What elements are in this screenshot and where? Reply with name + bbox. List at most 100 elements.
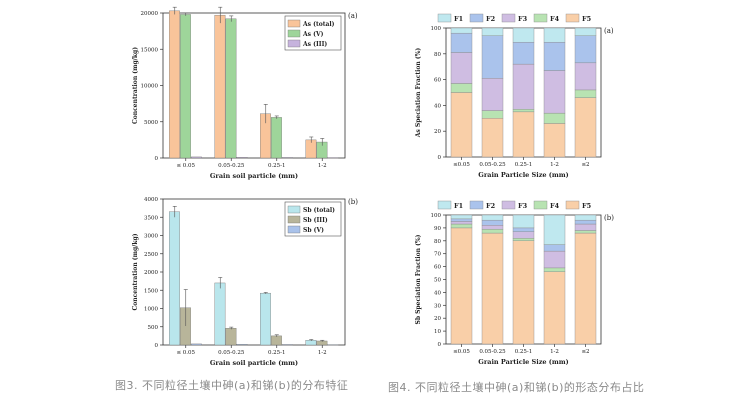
- y-tick-label: 5000: [144, 120, 158, 126]
- stack-segment-f4: [450, 223, 473, 229]
- chart-sb-frac: 0 10 20 30 40 50 60 70 80 90 100 Sb Speciation Frac…: [415, 200, 614, 366]
- stack-segment-f4: [481, 110, 504, 119]
- x-tick-label: ≤ 0.05: [176, 350, 195, 356]
- stack-segment-f4: [450, 83, 473, 93]
- x-tick-label: 0.25-1: [268, 163, 286, 169]
- y-tick-label: 20: [434, 129, 441, 135]
- y-tick-label: 500: [148, 325, 159, 331]
- stack-segment-f1: [574, 27, 597, 36]
- x-tick-label: 0.25-1: [268, 350, 286, 356]
- legend-label: Sb (total): [303, 207, 335, 214]
- x-tick-label: 0.05-0.25: [218, 163, 245, 169]
- y-tick-label: 100: [431, 26, 442, 32]
- y-tick-label: 4000: [144, 197, 158, 203]
- stack-segment-f5: [543, 123, 566, 158]
- x-axis-label: Grain soil particle (mm): [210, 172, 298, 180]
- x-tick-label: ≤0.05: [453, 162, 470, 168]
- x-tick-label: ≤0.05: [453, 349, 470, 355]
- legend-swatch: [287, 215, 301, 224]
- stack-segment-f2: [481, 219, 504, 226]
- stack-segment-f2: [543, 244, 566, 252]
- y-tick-label: 0: [438, 155, 442, 161]
- legend-swatch: [287, 205, 301, 214]
- y-tick-label: 90: [434, 226, 441, 232]
- y-tick-label: 60: [434, 265, 441, 271]
- y-axis-label: Sb Speciation Fraction (%): [415, 234, 422, 324]
- stack-segment-f1: [512, 27, 535, 43]
- stack-segment-f5: [512, 111, 535, 158]
- legend-swatch: [501, 200, 516, 210]
- stack-segment-f2: [512, 227, 535, 232]
- bar-sb-iii-: [271, 335, 282, 346]
- bar-sb-v-: [236, 344, 248, 346]
- x-tick-label: 0.25-1: [515, 162, 533, 168]
- stack-segment-f4: [512, 238, 535, 242]
- stack-segment-f1: [481, 214, 504, 221]
- legend-swatch: [565, 13, 580, 23]
- stack-segment-f1: [481, 27, 504, 36]
- y-tick-label: 80: [434, 239, 441, 245]
- stack-segment-f5: [574, 97, 597, 158]
- stack-segment-f4: [512, 109, 535, 113]
- bar-sb-iii-: [225, 328, 237, 346]
- x-tick-label: 0.05-0.25: [479, 162, 506, 168]
- stack-segment-f3: [543, 70, 566, 114]
- x-tick-label: 1-2: [550, 349, 559, 355]
- y-tick-label: 100: [431, 213, 442, 219]
- legend-swatch: [287, 29, 301, 38]
- stack-segment-f1: [512, 214, 535, 229]
- legend-swatch: [437, 200, 452, 210]
- legend-label: F1: [454, 15, 463, 23]
- y-axis-label: As Speciation Fraction (%): [415, 48, 422, 139]
- stack-segment-f5: [450, 227, 473, 345]
- legend: Sb (total) Sb (III) Sb (V): [284, 201, 342, 237]
- bar-as-total-: [169, 10, 180, 159]
- legend-swatch: [469, 13, 484, 23]
- stack-segment-f5: [512, 240, 535, 345]
- y-tick-label: 0: [155, 343, 159, 349]
- x-axis-label: Grain Particle Size (mm): [478, 171, 568, 179]
- bar-as-iii-: [191, 156, 202, 159]
- panel-label: (a): [348, 12, 358, 20]
- y-tick-label: 20000: [141, 11, 159, 17]
- y-tick-label: 10000: [141, 84, 159, 90]
- stack-segment-f3: [512, 63, 535, 110]
- stack-segment-f5: [450, 92, 473, 158]
- x-tick-label: 1-2: [318, 163, 327, 169]
- chart-as-frac: 0 20 40 60 80 100 As Speciation Fraction (%) Gr…: [415, 13, 614, 179]
- y-tick-label: 2500: [144, 252, 158, 258]
- y-tick-label: 30: [434, 303, 441, 309]
- legend-swatch: [565, 200, 580, 210]
- bar-sb-total-: [260, 292, 271, 346]
- stack-segment-f2: [574, 219, 597, 225]
- y-tick-label: 40: [434, 290, 441, 296]
- y-tick-label: 15000: [141, 47, 159, 53]
- legend-swatch: [287, 39, 301, 48]
- legend-label: F5: [582, 202, 592, 210]
- y-tick-label: 2000: [144, 270, 158, 276]
- bar-as-iii-: [282, 157, 293, 159]
- stack-segment-f3: [574, 62, 597, 91]
- y-tick-label: 80: [434, 52, 441, 58]
- legend-label: F4: [550, 15, 560, 23]
- legend: F1 F2 F3 F4 F5: [437, 13, 592, 23]
- bar-as-v-: [271, 117, 282, 159]
- bar-as-v-: [225, 18, 237, 159]
- legend-label: F2: [486, 202, 495, 210]
- x-tick-label: 1-2: [318, 350, 327, 356]
- bar-as-iii-: [236, 157, 248, 159]
- panel-label: (b): [348, 198, 358, 206]
- stack-segment-f2: [543, 41, 566, 71]
- legend-label: As (V): [302, 31, 324, 38]
- stack-segment-f1: [450, 214, 473, 220]
- stack-segment-f5: [574, 232, 597, 345]
- legend-label: F2: [486, 15, 495, 23]
- x-tick-label: 0.05-0.25: [479, 349, 506, 355]
- bar-sb-v-: [327, 344, 339, 346]
- y-tick-label: 0: [438, 342, 442, 348]
- stack-segment-f5: [543, 271, 566, 345]
- y-tick-label: 0: [155, 156, 159, 162]
- x-tick-label: ≤2: [581, 162, 589, 168]
- panel-label: (a): [604, 27, 614, 35]
- stack-segment-f5: [481, 232, 504, 345]
